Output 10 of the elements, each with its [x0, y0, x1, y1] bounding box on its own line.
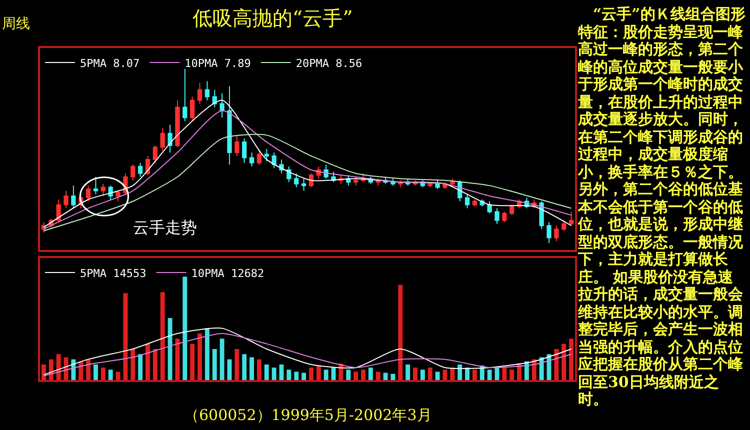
legend-label: 10PMA 7.89	[184, 56, 251, 70]
legend-label: 20PMA 8.56	[296, 56, 362, 70]
chart-title: 低吸高抛的“云手”	[192, 6, 353, 30]
legend-label: 10PMA 12682	[191, 266, 264, 280]
text: “云手”的Ｋ线组合图形特征：股价走势呈现一峰高过一峰的形态，第二个峰的高位成交量一般要小于形成第一个峰时的成交量，在股价上升的过程中成交量逐步放大。同时，在第二个峰下调形成谷的过程中，成交量极度缩小，换手率在５％之下。另外，第二个谷的低位基本不会低于第一个谷的低位，也就是说，形成中继型的双底形态。一般情况下，主力就是打算做长庄。 如果股价没有急速拉升的话，成交量一般会维持在比较小的水平。调整完毕后，会产生一波相当强的升幅。介入的点位应把握在股价从第二个峰回至30日均线附近之时。	[578, 5, 746, 408]
chart-subtitle: 周线	[2, 16, 30, 32]
annotation: 云手走势	[133, 218, 197, 237]
text: （600052）1999年5月-2002年3月	[184, 406, 432, 424]
legend-label: 5PMA 14553	[80, 266, 146, 280]
legend-label: 5PMA 8.07	[80, 56, 140, 70]
